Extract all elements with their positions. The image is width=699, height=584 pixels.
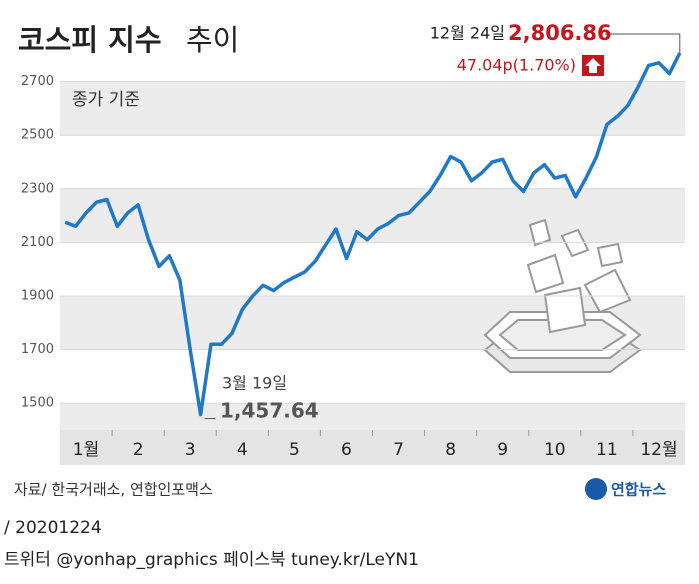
x-tick-label: 9 (497, 440, 508, 460)
x-tick-label: 10 (544, 440, 566, 460)
y-tick-label: 2700 (21, 74, 54, 89)
annotation: 3월 19일 (222, 374, 287, 393)
logo: 연합뉴스 (611, 481, 666, 499)
y-tick-label: 2300 (21, 181, 54, 196)
y-tick-label: 2100 (21, 235, 54, 250)
value-label: 1,457.64 (220, 399, 319, 423)
x-tick-label: 12월 (640, 440, 677, 460)
x-tick-label: 8 (445, 440, 456, 460)
footer-social: 트위터 @yonhap_graphics 페이스북 tuney.kr/LeYN1 (4, 550, 419, 570)
source: 자료/ 한국거래소, 연합인포맥스 (14, 481, 213, 499)
x-tick-label: 6 (341, 440, 352, 460)
chart-title-suffix: 추이 (186, 23, 239, 57)
value-label: 2,806.86 (508, 21, 612, 45)
x-tick-label: 3 (185, 440, 196, 460)
x-tick-label: 2 (133, 440, 144, 460)
x-tick-label: 5 (289, 440, 300, 460)
x-tick-label: 1월 (73, 440, 99, 460)
illustration (483, 218, 642, 373)
annotation: 12월 24일 (430, 24, 505, 43)
line (64, 52, 682, 417)
x-tick-label: 7 (393, 440, 404, 460)
subtitle: 종가 기준 (72, 90, 140, 110)
band (60, 81, 685, 136)
chart-title: 코스피 지수 (18, 23, 162, 57)
y-tick-label: 1700 (21, 342, 54, 357)
x-tick-label: 4 (237, 440, 248, 460)
x-tick-label: 11 (596, 440, 618, 460)
band (60, 403, 685, 430)
up-arrow (585, 58, 601, 73)
logo-mark (585, 478, 607, 500)
y-tick-label: 1900 (21, 289, 54, 304)
footer-date: / 20201224 (4, 518, 102, 538)
y-tick-label: 1500 (21, 396, 54, 411)
y-tick-label: 2500 (21, 128, 54, 143)
annotation: 47.04p(1.70%) (457, 56, 576, 75)
